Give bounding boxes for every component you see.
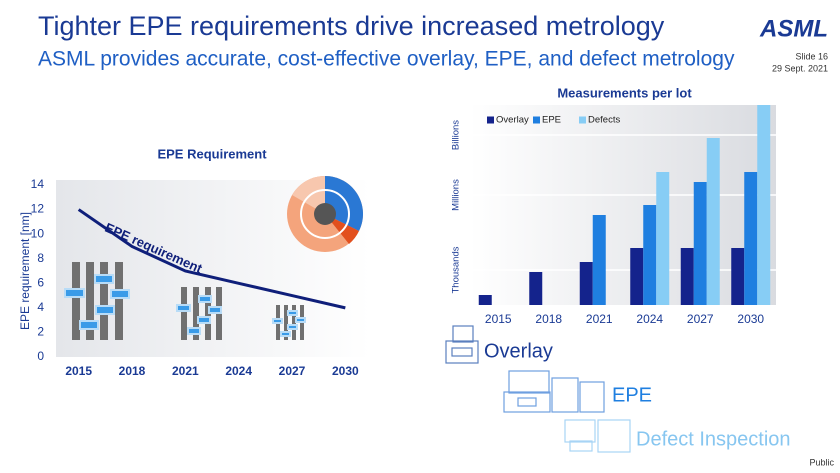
x-tick-label: 2021 [172,364,199,378]
slide-subtitle: ASML provides accurate, cost-effective o… [38,48,735,71]
y-tick-label: 12 [31,202,45,216]
slide-title: Tighter EPE requirements drive increased… [38,11,665,41]
legend-label: Defects [588,115,620,126]
y-tick-label: 14 [31,177,45,191]
y-tick-label: Millions [451,179,462,211]
x-tick-label: 2021 [586,312,613,326]
legend-label: EPE [542,115,561,126]
tool-icons [445,325,631,453]
bar [579,262,593,305]
x-tick-label: 2030 [737,312,764,326]
x-tick-label: 2027 [279,364,306,378]
y-tick-label: 0 [37,349,44,363]
y-tick-label: 4 [37,300,44,314]
chart-title: Measurements per lot [557,85,692,100]
bar [478,295,492,305]
y-axis-label: EPE requirement [nm] [18,212,32,330]
bar [731,248,745,305]
classification: Public [809,457,834,467]
bar [744,172,758,305]
y-tick-label: Thousands [451,246,462,293]
bar [592,215,606,305]
slide-number: Slide 16 [795,51,828,61]
bar [529,272,543,305]
bar [706,138,720,305]
x-tick-label: 2018 [535,312,562,326]
y-tick-label: 8 [37,251,44,265]
legend-swatch [533,116,540,124]
legend-swatch [487,116,494,124]
tool-label: Defect Inspection [636,428,791,450]
bar [643,205,657,305]
legend-swatch [579,116,586,124]
y-tick-label: 2 [37,325,44,339]
y-tick-label: Billions [451,120,462,150]
x-tick-label: 2030 [332,364,359,378]
chart-title: EPE Requirement [157,146,267,161]
y-tick-label: 10 [31,226,45,240]
x-tick-label: 2027 [687,312,714,326]
distribution-icons [64,262,306,340]
tool-label: EPE [612,384,652,406]
bar [757,105,771,305]
tool-label: Overlay [484,340,553,362]
slide-date: 29 Sept. 2021 [772,63,828,73]
x-tick-label: 2015 [65,364,92,378]
plot-area [470,105,776,305]
x-tick-label: 2015 [485,312,512,326]
legend-label: Overlay [496,115,529,126]
x-tick-label: 2018 [119,364,146,378]
logo: ASML [759,15,828,42]
bar [680,248,694,305]
bar [693,182,707,305]
line [77,208,346,310]
donut-icon [287,175,364,252]
y-tick-label: 6 [37,275,44,289]
bar [656,172,670,305]
x-tick-label: 2024 [636,312,663,326]
bar [630,248,644,305]
x-tick-label: 2024 [225,364,252,378]
